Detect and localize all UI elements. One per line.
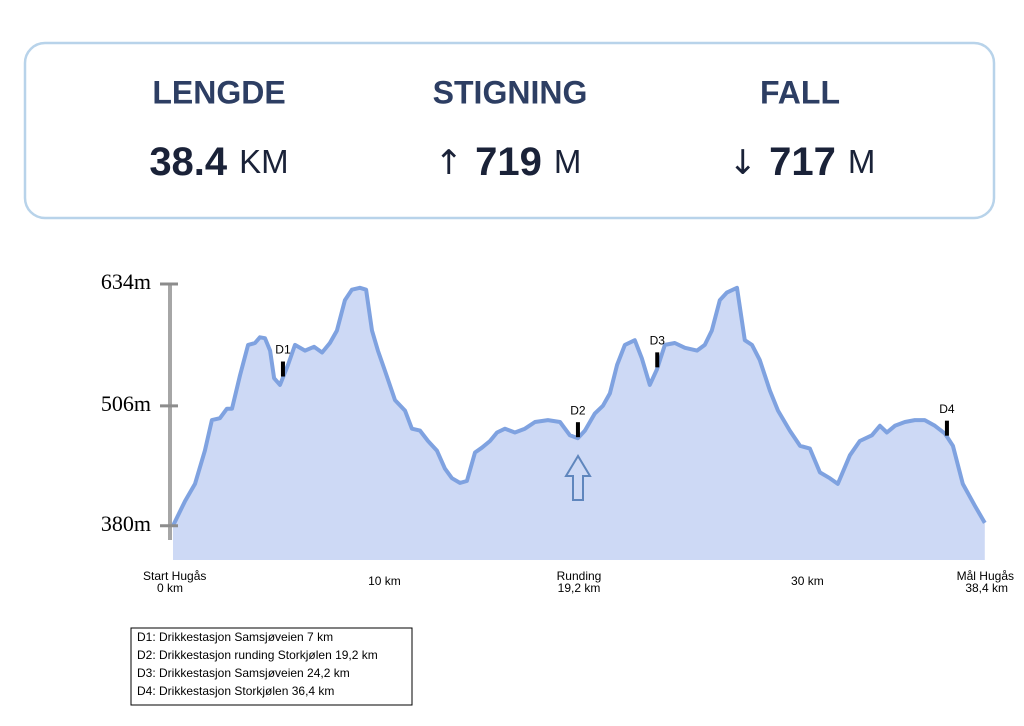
legend-entry: D1: Drikkestasjon Samsjøveien 7 km [137, 630, 333, 644]
unit: KM [239, 143, 289, 180]
area-fill [173, 287, 985, 560]
legend: D1: Drikkestasjon Samsjøveien 7 km D2: Dr… [137, 630, 378, 698]
x-tick-label: 30 km [791, 574, 824, 588]
stat-value: 38.4 KM [149, 140, 288, 184]
legend-box [130, 627, 413, 706]
station-marker [575, 422, 580, 438]
x-tick-name: Mål Hugås [957, 569, 1014, 583]
value: 38.4 [149, 140, 228, 184]
stat-label: STIGNING [433, 74, 588, 110]
legend-entry: D4: Drikkestasjon Storkjølen 36,4 km [137, 684, 334, 698]
stat-label: FALL [760, 74, 840, 110]
unit: M [848, 143, 876, 180]
stat-label: LENGDE [152, 74, 285, 110]
y-tick-label: 634m [101, 269, 151, 294]
unit: M [554, 143, 582, 180]
arrow: ↑ [435, 143, 464, 183]
stats-card [23, 41, 996, 220]
x-tick-label: 19,2 km [558, 581, 601, 595]
station-label: D1 [275, 343, 291, 357]
y-tick-label: 506m [101, 391, 151, 416]
value: 719 [475, 140, 542, 184]
station-label: D2 [570, 403, 586, 417]
stat-value: ↑ 719 M [435, 140, 582, 184]
x-tick-name: Runding [557, 569, 602, 583]
station-marker [944, 420, 949, 436]
station-marker [655, 352, 660, 368]
stat-climb: STIGNING ↑ 719 M [433, 74, 588, 183]
turnaround-arrow [564, 454, 592, 501]
legend-entry: D3: Drikkestasjon Samsjøveien 24,2 km [137, 666, 350, 680]
arrow: ↓ [729, 143, 758, 183]
y-tick-label: 380m [101, 511, 151, 536]
x-tick-name: Start Hugås [143, 569, 206, 583]
value: 717 [769, 140, 836, 184]
station-marker [280, 361, 285, 377]
stat-descent: FALL ↓ 717 M [729, 74, 876, 183]
stat-length: LENGDE 38.4 KM [149, 74, 288, 183]
station-label: D3 [650, 334, 666, 348]
x-tick-label: 38,4 km [965, 581, 1008, 595]
elevation-line [171, 285, 987, 527]
x-tick-label: 10 km [368, 574, 401, 588]
x-tick-label: 0 km [157, 581, 183, 595]
stat-value: ↓ 717 M [729, 140, 876, 184]
station-label: D4 [939, 402, 955, 416]
legend-entry: D2: Drikkestasjon runding Storkjølen 19,… [137, 648, 378, 662]
